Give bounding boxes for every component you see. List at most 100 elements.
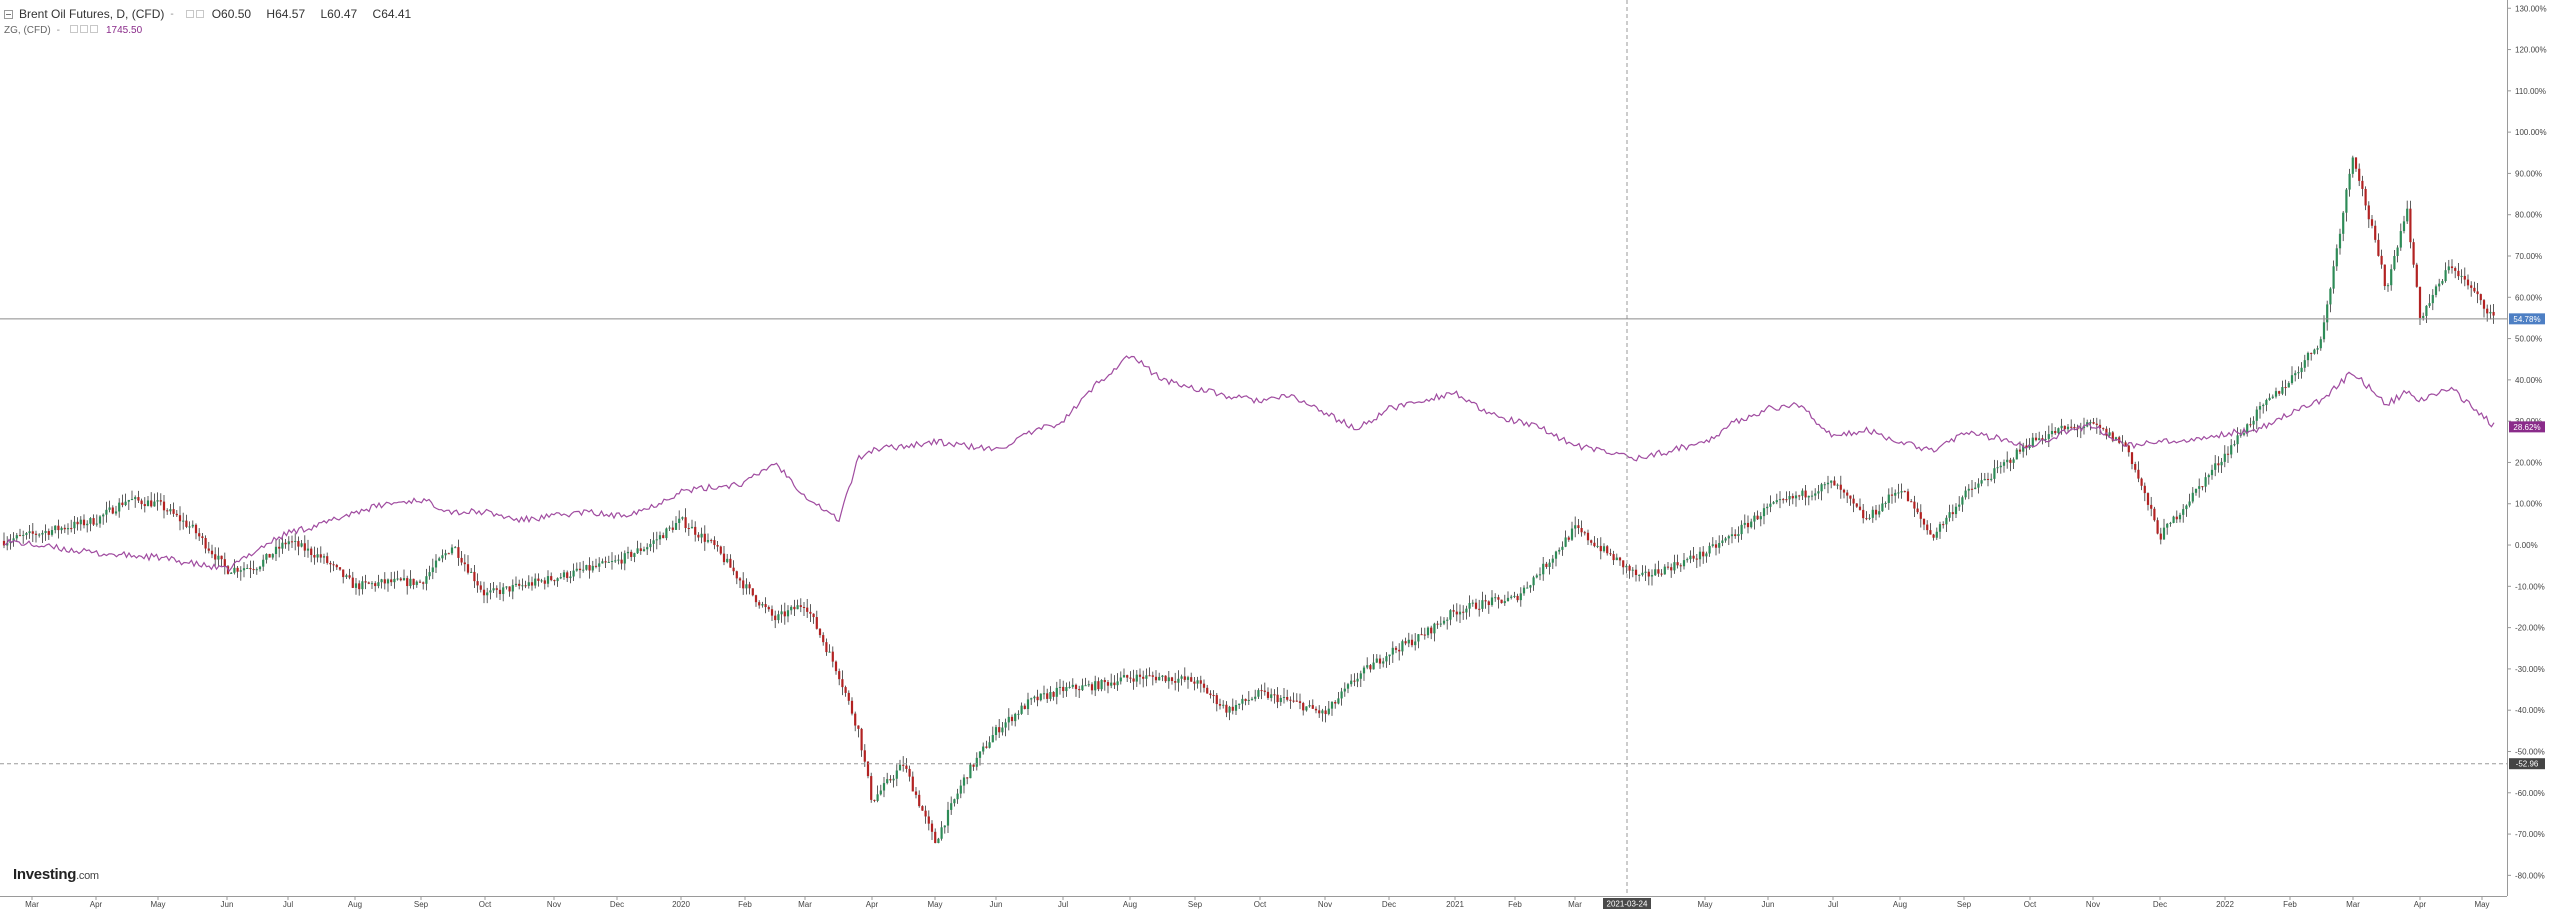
candle-body (367, 582, 370, 584)
candle-body (300, 543, 303, 547)
candle-body (559, 577, 562, 579)
candle-body (591, 565, 594, 571)
candle-body (2463, 275, 2466, 280)
candle-body (98, 516, 102, 524)
candle-body (1260, 690, 1263, 692)
candle-body (738, 578, 742, 581)
candle-body (1263, 690, 1266, 692)
candle-body (521, 585, 524, 587)
candle-body (1638, 574, 1641, 576)
compare-close-icon[interactable] (90, 24, 98, 33)
candle-body (1974, 487, 1977, 490)
compare-series-line (3, 355, 2495, 573)
candle-body (313, 555, 316, 558)
candle-body (1081, 685, 1084, 691)
candle-body (220, 555, 223, 560)
compare-symbol-label[interactable]: ZG, (CFD) (4, 24, 51, 36)
candle-body (201, 536, 204, 539)
candle-body (1174, 681, 1177, 683)
x-tick-label: 2020 (672, 900, 690, 909)
candle-body (2489, 311, 2492, 314)
candle-body (1062, 686, 1065, 692)
candle-body (1078, 689, 1081, 691)
candle-body (2492, 311, 2495, 316)
open-value: 60.50 (221, 7, 252, 21)
candle-body (748, 584, 751, 589)
x-tick-label: Mar (798, 900, 812, 909)
candle-body (809, 611, 812, 614)
candle-body (1682, 560, 1686, 567)
collapse-legend-button[interactable] (4, 9, 13, 19)
candle-body (1266, 691, 1270, 698)
candle-body (879, 790, 882, 795)
candle-body (1586, 532, 1590, 541)
candle-body (2162, 527, 2166, 540)
candle-body (1023, 705, 1026, 709)
candle-body (2188, 501, 2191, 506)
settings-icon[interactable] (185, 10, 194, 18)
candle-body (988, 742, 991, 748)
candle-body (1554, 551, 1558, 559)
candle-body (402, 578, 406, 581)
x-tick-label: Feb (1508, 900, 1522, 909)
candle-body (1462, 611, 1465, 613)
candle-body (2326, 304, 2329, 323)
candle-body (1730, 534, 1734, 537)
candle-body (1766, 506, 1769, 509)
candle-body (863, 750, 866, 762)
candle-body (1282, 696, 1286, 698)
candle-body (2028, 446, 2031, 449)
candle-body (470, 571, 473, 573)
candle-body (1337, 698, 1340, 704)
candle-body (1542, 563, 1545, 575)
candle-body (569, 576, 572, 579)
candle-body (1046, 693, 1049, 699)
candle-body (1439, 623, 1442, 625)
candle-body (1721, 540, 1724, 543)
y-tick-label: 50.00% (2515, 335, 2542, 344)
close-icon[interactable] (195, 10, 204, 18)
candle-body (582, 569, 585, 571)
candle-body (12, 538, 15, 542)
candle-body (2278, 391, 2281, 394)
x-tick-label: Jun (221, 900, 234, 909)
candle-body (1167, 677, 1170, 682)
candle-body (185, 520, 188, 527)
candle-body (1980, 480, 1983, 484)
candle-body (214, 554, 217, 560)
candle-body (380, 579, 383, 583)
candle-body (102, 514, 105, 517)
candle-body (332, 564, 335, 566)
candle-body (2476, 291, 2479, 295)
candle-body (1302, 702, 1305, 711)
candle-body (2191, 492, 2194, 502)
candle-body (2434, 286, 2438, 295)
candle-body (153, 501, 156, 507)
x-tick-label: Apr (866, 900, 879, 909)
y-tick-label: -60.00% (2515, 789, 2545, 798)
candle-body (354, 583, 358, 588)
candle-body (2246, 424, 2249, 434)
candle-body (1522, 587, 1526, 594)
candle-body (2204, 477, 2207, 487)
candle-body (348, 575, 351, 578)
candle-body (1295, 700, 1298, 702)
candle-body (1279, 697, 1282, 703)
candle-body (934, 831, 937, 844)
candle-body (2393, 255, 2396, 270)
candle-body (2271, 396, 2274, 398)
candle-body (70, 528, 73, 530)
candle-body (1903, 491, 1906, 493)
candle-body (2287, 383, 2290, 388)
candle-body (358, 583, 361, 590)
compare-settings-icon[interactable] (80, 24, 88, 33)
candle-body (2412, 242, 2415, 265)
main-symbol-label[interactable]: Brent Oil Futures, D, (CFD) (19, 7, 165, 21)
candle-body (2169, 522, 2172, 524)
candle-body (1183, 676, 1186, 680)
candle-body (1881, 503, 1884, 512)
candle-body (950, 803, 953, 810)
compare-eye-icon[interactable] (70, 24, 78, 33)
